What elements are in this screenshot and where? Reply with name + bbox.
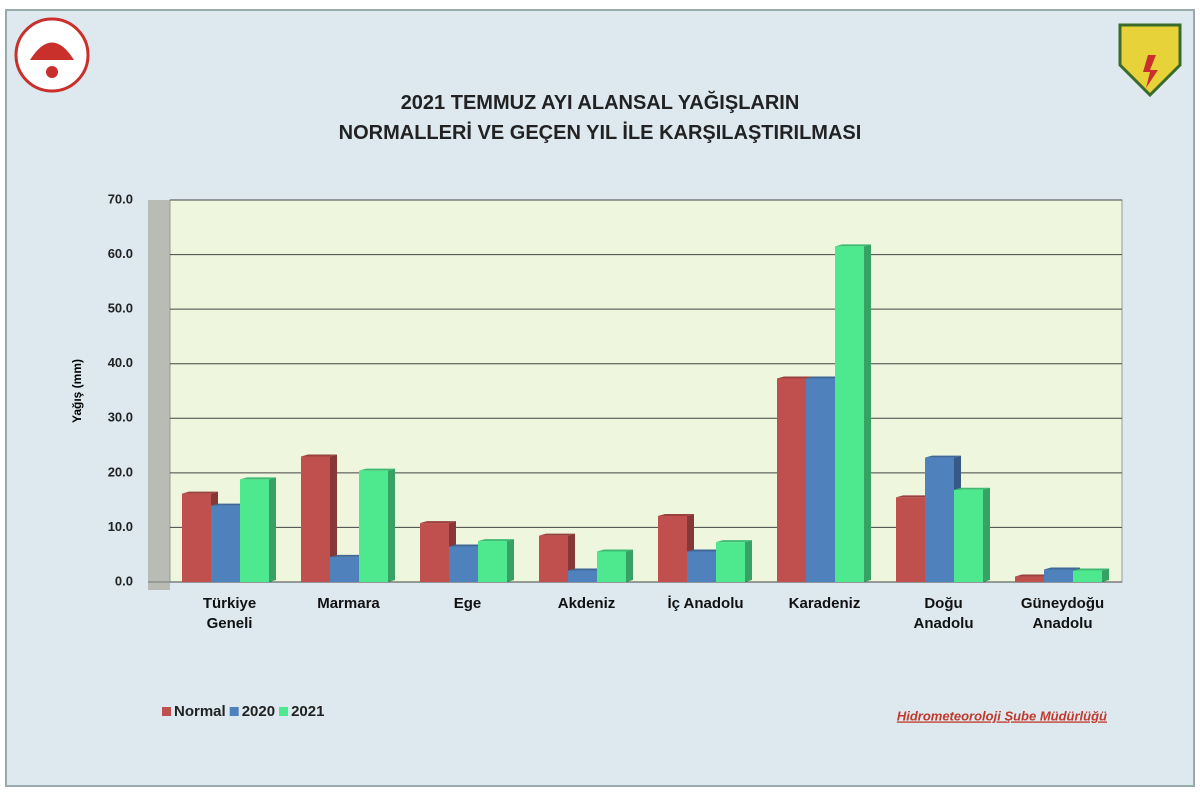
y-tick-label: 60.0 [108,246,133,261]
bar [359,470,388,582]
legend-label: 2020 [242,703,275,720]
bar-top [658,513,694,516]
bar-top [925,455,961,458]
bar [835,246,864,582]
bar [716,542,745,582]
bar-top [568,568,604,571]
bar [420,523,449,582]
bar-top [1015,574,1051,577]
bar [896,497,925,582]
y-tick-label: 40.0 [108,355,133,370]
bar-side [864,244,871,582]
bar [1015,576,1044,582]
legend-swatch [162,707,171,716]
legend-swatch [229,707,239,716]
bar-side [745,540,752,582]
bar-top [896,495,932,498]
bar [478,541,507,582]
x-tick-label: Güneydoğu Anadolu [1020,595,1105,632]
bar-side [388,468,395,582]
bar-top [359,468,395,471]
bar [954,489,983,582]
legend-label: Normal [174,703,226,720]
bar-side [507,539,514,582]
bar [449,546,478,582]
y-tick-label: 30.0 [108,410,133,425]
side-wall [148,200,170,590]
bar-side [983,487,990,582]
footer: Hidrometeoroloji Şube Müdürlüğü [897,708,1107,723]
legend-swatch [279,707,289,716]
bar [806,378,835,582]
bar-top [478,539,514,542]
bar [539,535,568,582]
bar-top [806,376,842,379]
chart-title: 2021 TEMMUZ AYI ALANSAL YAĞIŞLARIN NORMA… [338,92,862,144]
bar-top [449,544,485,547]
bar-top [539,533,575,536]
bar-side [1102,568,1109,582]
bar [597,551,626,582]
bar-top [716,540,752,543]
bar [240,479,269,582]
y-axis-label: Yağış (mm) [70,359,84,423]
x-tick-label: Akdeniz [557,595,616,612]
bar [777,378,806,582]
bar-top [597,549,633,552]
bar [658,515,687,582]
bar-top [954,487,990,490]
bar-side [330,454,337,582]
logo-left [14,17,90,93]
logo-right [1118,23,1182,98]
y-tick-label: 20.0 [108,464,133,479]
y-tick-label: 10.0 [108,519,133,534]
y-tick-label: 70.0 [108,191,133,206]
bar [568,570,597,582]
bar-top [330,554,366,557]
bar-top [240,477,276,480]
x-tick-label: İç Anadolu [667,595,744,612]
bar [1073,570,1102,582]
bar [182,493,211,582]
bar [301,456,330,582]
legend-label: 2021 [291,703,324,720]
bar-side [269,477,276,582]
bar-top [687,549,723,552]
bar [925,457,954,582]
x-tick-label: Ege [453,595,482,612]
bar-top [1073,568,1109,571]
x-tick-label: Karadeniz [788,595,861,612]
y-tick-label: 50.0 [108,301,133,316]
x-tick-label: Marmara [317,595,380,612]
x-tick-label: Doğu Anadolu [913,595,974,632]
bar [687,551,716,582]
bar-top [835,244,871,247]
bar-top [182,491,218,494]
bar-top [211,503,247,506]
x-tick-label: Türkiye Geneli [202,595,257,632]
bar-top [1044,567,1080,570]
y-tick-label: 0.0 [115,573,133,588]
bar-side [626,549,633,582]
bar-top [777,376,813,379]
bar [211,505,240,582]
bar [330,556,359,582]
bar-top [420,521,456,524]
bar [1044,569,1073,582]
bar-top [301,454,337,457]
